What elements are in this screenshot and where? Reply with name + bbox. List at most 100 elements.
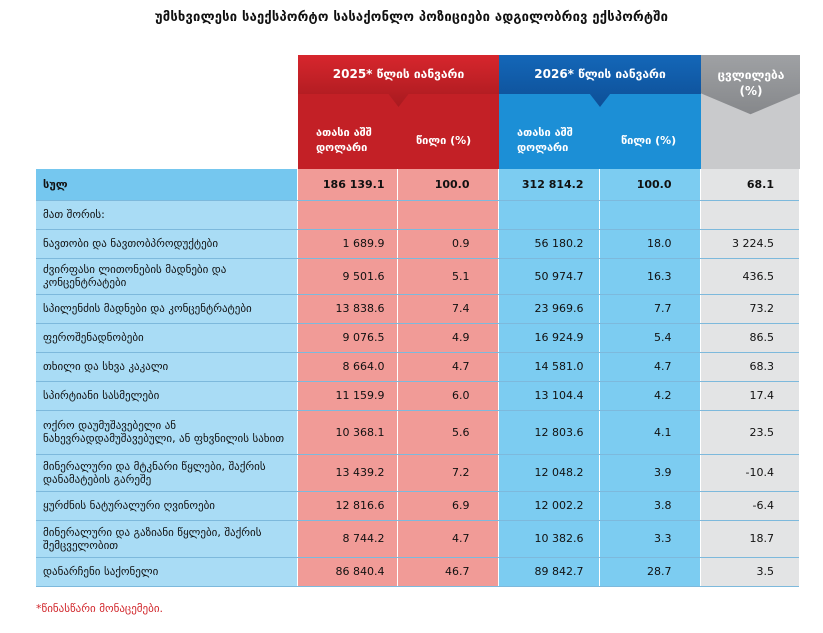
value-2026: 12 803.6 [497, 410, 599, 455]
header-2026-value-label: ათასი აშშ დოლარი [517, 126, 573, 154]
share-2026: 3.9 [598, 454, 700, 492]
share-2026: 3.3 [598, 520, 700, 558]
footnote: *წინასწარი მონაცემები. [36, 602, 164, 615]
share-2026: 4.2 [598, 381, 700, 411]
share-2026: 18.0 [598, 229, 700, 259]
change-value: 3 224.5 [699, 229, 799, 259]
table-row: ფეროშენადნობები 9 076.5 4.9 16 924.9 5.4 86.5 [36, 323, 799, 353]
value-2025: 10 368.1 [296, 410, 397, 455]
row-label: დანარჩენი საქონელი [36, 557, 297, 587]
total-row: სულ 186 139.1 100.0 312 814.2 100.0 68.1 [36, 169, 799, 201]
row-label: ძვირფასი ლითონების მადნები და კონცენტრატ… [36, 258, 297, 295]
change-value: 68.1 [699, 169, 799, 201]
row-label: მინერალური და გაზიანი წყლები, შაქრის შემ… [36, 520, 297, 558]
change-value: 17.4 [699, 381, 799, 411]
table-row: სპირტიანი სასმელები 11 159.9 6.0 13 104.4 4.… [36, 381, 799, 411]
table-row: ნავთობი და ნავთობპროდუქტები 1 689.9 0.9 56 … [36, 229, 799, 259]
share-2025: 0.9 [396, 229, 498, 259]
row-label: მათ შორის: [36, 200, 297, 230]
share-2026: 100.0 [598, 169, 700, 201]
value-2025: 8 744.2 [296, 520, 397, 558]
change-label: ცვლილება (%) [717, 68, 785, 98]
share-2025: 7.2 [396, 454, 498, 492]
value-2025: 86 840.4 [296, 557, 397, 587]
share-2025: 6.0 [396, 381, 498, 411]
share-2025: 4.7 [396, 352, 498, 382]
share-2026: 16.3 [598, 258, 700, 295]
row-label: სულ [36, 169, 297, 201]
value-2026: 16 924.9 [497, 323, 599, 353]
header-2026-share-label: წილი (%) [621, 134, 677, 147]
value-2026: 23 969.6 [497, 294, 599, 324]
value-2025: 8 664.0 [296, 352, 397, 382]
share-2025: 5.6 [396, 410, 498, 455]
share-2025: 6.9 [396, 491, 498, 521]
exports-table: სულ 186 139.1 100.0 312 814.2 100.0 68.1 მათ შ… [36, 169, 799, 587]
share-2026: 4.7 [598, 352, 700, 382]
row-label: ფეროშენადნობები [36, 323, 297, 353]
header-2025: 2025* წლის იანვარი ათასი აშშ დოლარი წილი… [298, 55, 499, 169]
banner-2025 [298, 55, 499, 107]
share-2025 [396, 200, 498, 230]
table-row: სპილენძის მადნები და კონცენტრატები 13 838… [36, 294, 799, 324]
value-2026: 12 048.2 [497, 454, 599, 492]
change-value: 73.2 [699, 294, 799, 324]
value-2025 [296, 200, 397, 230]
change-value: -10.4 [699, 454, 799, 492]
share-2026: 5.4 [598, 323, 700, 353]
header-2025-share-label: წილი (%) [416, 134, 472, 147]
header-2026: 2026* წლის იანვარი ათასი აშშ დოლარი წილი… [499, 55, 701, 169]
value-2026: 56 180.2 [497, 229, 599, 259]
change-value: 68.3 [699, 352, 799, 382]
change-value: 23.5 [699, 410, 799, 455]
table-row: ყურძნის ნატურალური ღვინოები 12 816.6 6.9 12… [36, 491, 799, 521]
share-2025: 100.0 [396, 169, 498, 201]
table-row: მინერალური და გაზიანი წყლები, შაქრის შემ… [36, 520, 799, 558]
share-2025: 7.4 [396, 294, 498, 324]
value-2026: 10 382.6 [497, 520, 599, 558]
table-row: მათ შორის: [36, 200, 799, 230]
share-2025: 46.7 [396, 557, 498, 587]
change-value: 86.5 [699, 323, 799, 353]
table-row: თხილი და სხვა კაკალი 8 664.0 4.7 14 581.0 4.… [36, 352, 799, 382]
change-value: -6.4 [699, 491, 799, 521]
value-2025: 9 076.5 [296, 323, 397, 353]
value-2026: 12 002.2 [497, 491, 599, 521]
header-change: ცვლილება (%) [701, 55, 800, 169]
value-2026: 13 104.4 [497, 381, 599, 411]
row-label: სპილენძის მადნები და კონცენტრატები [36, 294, 297, 324]
table-row: ძვირფასი ლითონების მადნები და კონცენტრატ… [36, 258, 799, 295]
share-2026: 28.7 [598, 557, 700, 587]
row-label: თხილი და სხვა კაკალი [36, 352, 297, 382]
share-2026: 3.8 [598, 491, 700, 521]
page-title: უმსხვილესი საექსპორტო სასაქონლო პოზიციებ… [154, 10, 669, 25]
value-2025: 12 816.6 [296, 491, 397, 521]
row-label: ყურძნის ნატურალური ღვინოები [36, 491, 297, 521]
value-2026: 89 842.7 [497, 557, 599, 587]
value-2025: 186 139.1 [296, 169, 397, 201]
value-2026: 312 814.2 [497, 169, 599, 201]
header-2025-value-label: ათასი აშშ დოლარი [316, 126, 372, 154]
table-row: მინერალური და მტკნარი წყლები, შაქრის დან… [36, 454, 799, 492]
change-value: 18.7 [699, 520, 799, 558]
table-row: დანარჩენი საქონელი 86 840.4 46.7 89 842.7 28… [36, 557, 799, 587]
value-2025: 9 501.6 [296, 258, 397, 295]
change-value: 436.5 [699, 258, 799, 295]
period-2026-label: 2026* წლის იანვარი [534, 67, 666, 81]
share-2026: 4.1 [598, 410, 700, 455]
share-2025: 4.9 [396, 323, 498, 353]
share-2025: 4.7 [396, 520, 498, 558]
table-row: ოქრო დაუმუშავებელი ან ნახევრადდამუშავებუ… [36, 410, 799, 455]
change-value: 3.5 [699, 557, 799, 587]
row-label: ნავთობი და ნავთობპროდუქტები [36, 229, 297, 259]
banner-2026 [499, 55, 701, 107]
period-2025-label: 2025* წლის იანვარი [332, 67, 465, 81]
value-2025: 13 439.2 [296, 454, 397, 492]
value-2026: 50 974.7 [497, 258, 599, 295]
value-2025: 11 159.9 [296, 381, 397, 411]
value-2025: 13 838.6 [296, 294, 397, 324]
row-label: ოქრო დაუმუშავებელი ან ნახევრადდამუშავებუ… [36, 410, 297, 455]
value-2026: 14 581.0 [497, 352, 599, 382]
value-2025: 1 689.9 [296, 229, 397, 259]
row-label: მინერალური და მტკნარი წყლები, შაქრის დან… [36, 454, 297, 492]
